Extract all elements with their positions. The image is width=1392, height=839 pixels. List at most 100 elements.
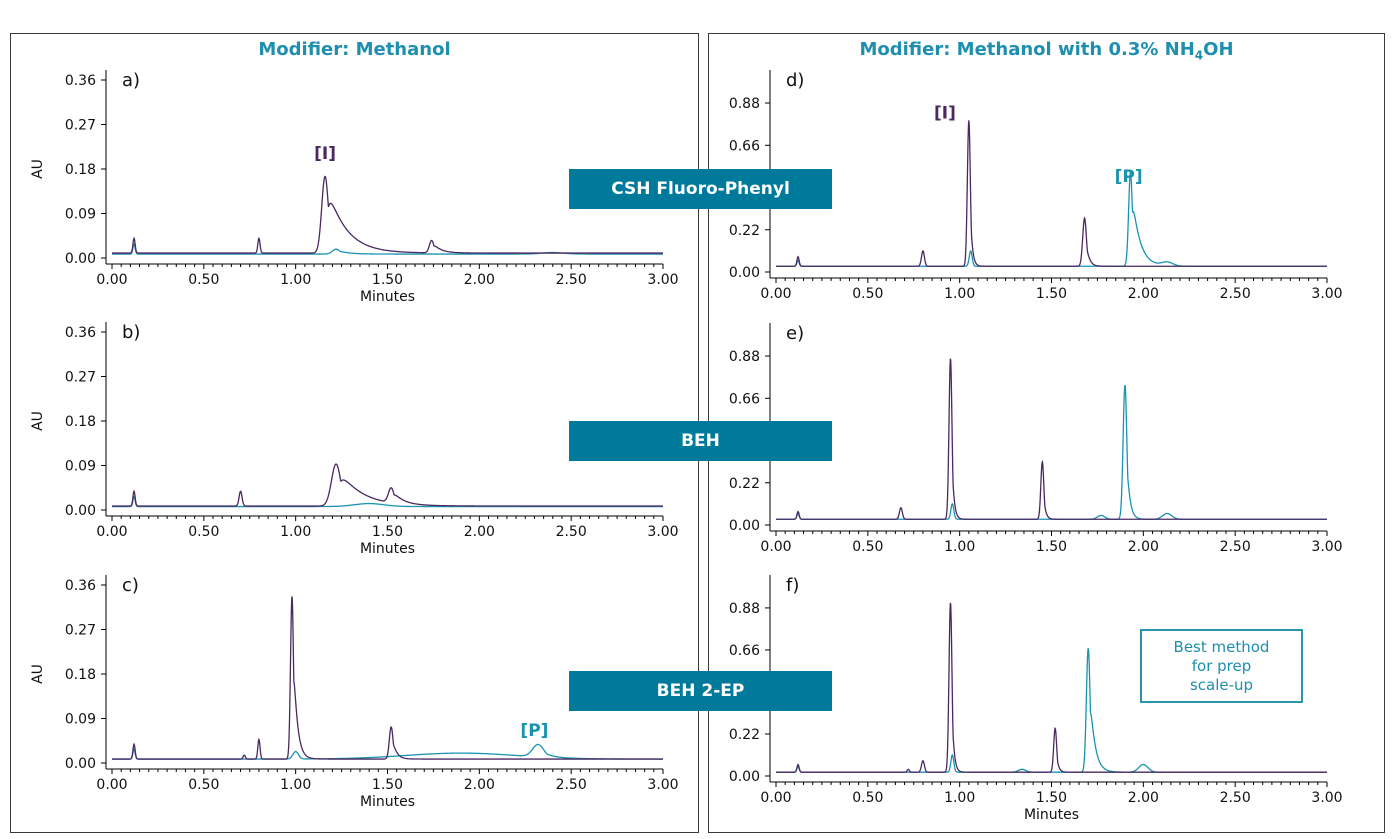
y-tick-label: 0.00 <box>729 769 760 785</box>
x-tick-label: 1.50 <box>372 524 403 540</box>
x-tick-label: 1.00 <box>944 790 975 806</box>
x-tick-label: 1.00 <box>280 272 311 288</box>
chromatogram-panel-a: 0.00 0.50 1.00 1.50 2.00 2.50 3.00 0.00 0.09 0.18… <box>30 70 679 305</box>
x-tick-label: 1.50 <box>372 777 403 793</box>
x-tick-label: 1.50 <box>372 272 403 288</box>
x-tick-label: 0.00 <box>96 777 127 793</box>
right-heading-subscript: 4 <box>1194 48 1204 63</box>
chromatogram-panel-e: 0.00 0.50 1.00 1.50 2.00 2.50 3.00 0.00 0.22 0.66… <box>729 323 1343 555</box>
y-tick-label: 0.00 <box>65 251 96 267</box>
x-tick-label: 3.00 <box>647 272 678 288</box>
purple-trace <box>112 463 663 507</box>
x-tick-label: 2.00 <box>464 777 495 793</box>
x-tick-label: 1.50 <box>1036 790 1067 806</box>
x-tick-label: 0.00 <box>760 539 791 555</box>
x-tick-label: 2.00 <box>464 272 495 288</box>
chromatogram-panel-b: 0.00 0.50 1.00 1.50 2.00 2.50 3.00 0.00 0.09 0.18… <box>30 322 679 557</box>
x-tick-label: 0.00 <box>760 286 791 302</box>
callout-line-3: scale-up <box>1189 675 1254 694</box>
y-tick-label: 0.88 <box>729 601 760 617</box>
chromatogram-panel-c: 0.00 0.50 1.00 1.50 2.00 2.50 3.00 0.00 0.09 0.18… <box>30 575 679 810</box>
column-band-label: CSH Fluoro-Phenyl <box>611 179 790 199</box>
y-tick-label: 0.09 <box>65 207 96 223</box>
teal-trace <box>112 495 663 508</box>
x-tick-label: 0.50 <box>852 790 883 806</box>
y-tick-label: 0.88 <box>729 96 760 112</box>
purple-trace <box>776 602 1327 773</box>
y-tick-label: 0.00 <box>65 503 96 519</box>
y-axis-label: AU <box>30 664 46 684</box>
y-tick-label: 0.22 <box>729 223 760 239</box>
y-tick-label: 0.27 <box>65 623 96 639</box>
x-tick-label: 2.00 <box>464 524 495 540</box>
peak-annotation: [P] <box>1115 167 1143 187</box>
column-band-beh-2-ep: BEH 2-EP <box>569 671 832 711</box>
y-tick-label: 0.00 <box>729 518 760 534</box>
x-tick-label: 2.50 <box>1220 286 1251 302</box>
x-tick-label: 0.00 <box>96 272 127 288</box>
y-axis-label: AU <box>30 159 46 179</box>
x-axis-label: Minutes <box>360 794 415 810</box>
x-tick-label: 0.50 <box>188 524 219 540</box>
x-tick-label: 0.00 <box>96 524 127 540</box>
x-tick-label: 2.50 <box>556 777 587 793</box>
peak-annotation: [I] <box>934 103 956 123</box>
x-tick-label: 0.50 <box>852 286 883 302</box>
callout-line-1: Best method <box>1173 637 1270 656</box>
right-heading-text-post: OH <box>1203 39 1234 60</box>
y-tick-label: 0.66 <box>729 643 760 659</box>
x-tick-label: 3.00 <box>647 777 678 793</box>
panel-label: c) <box>122 575 139 596</box>
panel-label: b) <box>122 322 140 343</box>
x-tick-label: 1.00 <box>280 524 311 540</box>
peak-annotation: [I] <box>314 144 336 164</box>
peak-annotation: [P] <box>520 721 548 741</box>
y-tick-label: 0.18 <box>65 414 96 430</box>
purple-trace <box>112 175 663 254</box>
x-tick-label: 2.50 <box>1220 790 1251 806</box>
x-tick-label: 3.00 <box>1311 790 1342 806</box>
right-heading: Modifier: Methanol with 0.3% NH4OH <box>708 39 1385 63</box>
x-tick-label: 2.00 <box>1128 286 1159 302</box>
x-tick-label: 2.00 <box>1128 539 1159 555</box>
x-tick-label: 1.50 <box>1036 286 1067 302</box>
panel-label: a) <box>122 70 140 91</box>
column-band-beh: BEH <box>569 421 832 461</box>
panel-label: d) <box>786 70 804 91</box>
x-tick-label: 1.00 <box>944 286 975 302</box>
panel-label: f) <box>786 575 799 596</box>
y-tick-label: 0.22 <box>729 476 760 492</box>
y-tick-label: 0.00 <box>729 265 760 281</box>
x-tick-label: 1.50 <box>1036 539 1067 555</box>
x-axis-label: Minutes <box>1024 807 1079 823</box>
x-tick-label: 1.00 <box>280 777 311 793</box>
teal-trace <box>776 384 1327 520</box>
x-tick-label: 0.50 <box>188 777 219 793</box>
x-tick-label: 0.50 <box>852 539 883 555</box>
x-tick-label: 1.00 <box>944 539 975 555</box>
x-tick-label: 2.00 <box>1128 790 1159 806</box>
x-axis-label: Minutes <box>360 541 415 557</box>
y-tick-label: 0.66 <box>729 138 760 154</box>
panel-label: e) <box>786 323 804 344</box>
purple-trace <box>776 358 1327 520</box>
x-tick-label: 2.50 <box>1220 539 1251 555</box>
x-axis-label: Minutes <box>360 289 415 305</box>
column-band-csh-fluoro-phenyl: CSH Fluoro-Phenyl <box>569 169 832 209</box>
y-tick-label: 0.09 <box>65 712 96 728</box>
y-tick-label: 0.18 <box>65 667 96 683</box>
x-tick-label: 2.50 <box>556 272 587 288</box>
left-heading: Modifier: Methanol <box>10 39 699 60</box>
x-tick-label: 3.00 <box>647 524 678 540</box>
y-tick-label: 0.18 <box>65 162 96 178</box>
purple-trace <box>112 596 663 760</box>
chromatogram-panel-f: 0.00 0.50 1.00 1.50 2.00 2.50 3.00 0.00 0.22 0.66… <box>729 575 1343 823</box>
y-tick-label: 0.27 <box>65 370 96 386</box>
y-axis-label: AU <box>30 411 46 431</box>
x-tick-label: 3.00 <box>1311 286 1342 302</box>
best-method-callout: Best method for prep scale-up <box>1140 629 1303 703</box>
y-tick-label: 0.36 <box>65 73 96 89</box>
teal-trace <box>776 170 1327 267</box>
y-tick-label: 0.88 <box>729 349 760 365</box>
